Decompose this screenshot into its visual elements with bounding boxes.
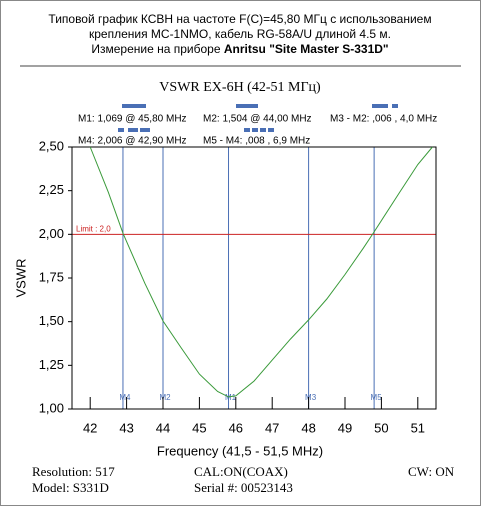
y-tick-label: 2,25 [39,182,64,197]
y-tick-label: 1,50 [39,313,64,328]
legend-text: M2: 1,504 @ 44,00 MHz [203,114,312,125]
y-tick-label: 1,75 [39,269,64,284]
x-tick-label: 49 [338,420,352,435]
marker-label: M3 [305,393,317,402]
header-line: крепления MC-1NMO, кабель RG-58A/U длино… [89,27,391,41]
marker-label: M2 [159,393,171,402]
header-line: Типовой график КСВН на частоте F(C)=45,8… [48,12,431,26]
vswr-line [89,146,433,398]
footer-text: CW: ON [408,464,455,479]
marker-label: M4 [119,393,131,402]
y-tick-label: 1,00 [39,400,64,415]
x-tick-label: 45 [192,420,206,435]
x-tick-label: 46 [229,420,243,435]
marker-label: M5 [371,393,383,402]
x-tick-label: 47 [265,420,279,435]
limit-label: Limit : 2,0 [76,224,111,233]
legend-text: M3 - M2: ,006 , 4,0 MHz [330,114,437,125]
marker-indicators [118,104,398,132]
legend-text: M1: 1,069 @ 45,80 MHz [78,114,187,125]
x-tick-label: 43 [119,420,133,435]
y-tick-label: 1,25 [39,357,64,372]
x-tick-label: 48 [301,420,315,435]
y-tick-label: 2,00 [39,226,64,241]
header-line: Измерение на приборе Anritsu "Site Maste… [91,42,388,56]
x-tick-label: 50 [374,420,388,435]
footer-text: Model: S331D [32,480,109,495]
x-tick-label: 44 [156,420,170,435]
header-bold: Anritsu "Site Master S-331D" [224,42,389,56]
chart-title: VSWR EX-6H (42-51 МГц) [159,80,321,95]
y-axis-label: VSWR [13,259,28,298]
header-text: Измерение на приборе [91,42,223,56]
x-tick-label: 51 [411,420,425,435]
legend-text: M5 - M4: ,008 , 6,9 MHz [203,136,310,147]
x-axis-label: Frequency (41,5 - 51,5 MHz) [157,443,323,458]
y-tick-label: 2,50 [39,138,64,153]
footer-text: CAL:ON(COAX) [194,464,288,479]
legend-text: M4: 2,006 @ 42,90 MHz [78,136,187,147]
footer-text: Resolution: 517 [32,464,115,479]
marker-label: M1 [225,393,237,402]
footer-text: Serial #: 00523143 [194,480,293,495]
x-tick-label: 42 [83,420,97,435]
